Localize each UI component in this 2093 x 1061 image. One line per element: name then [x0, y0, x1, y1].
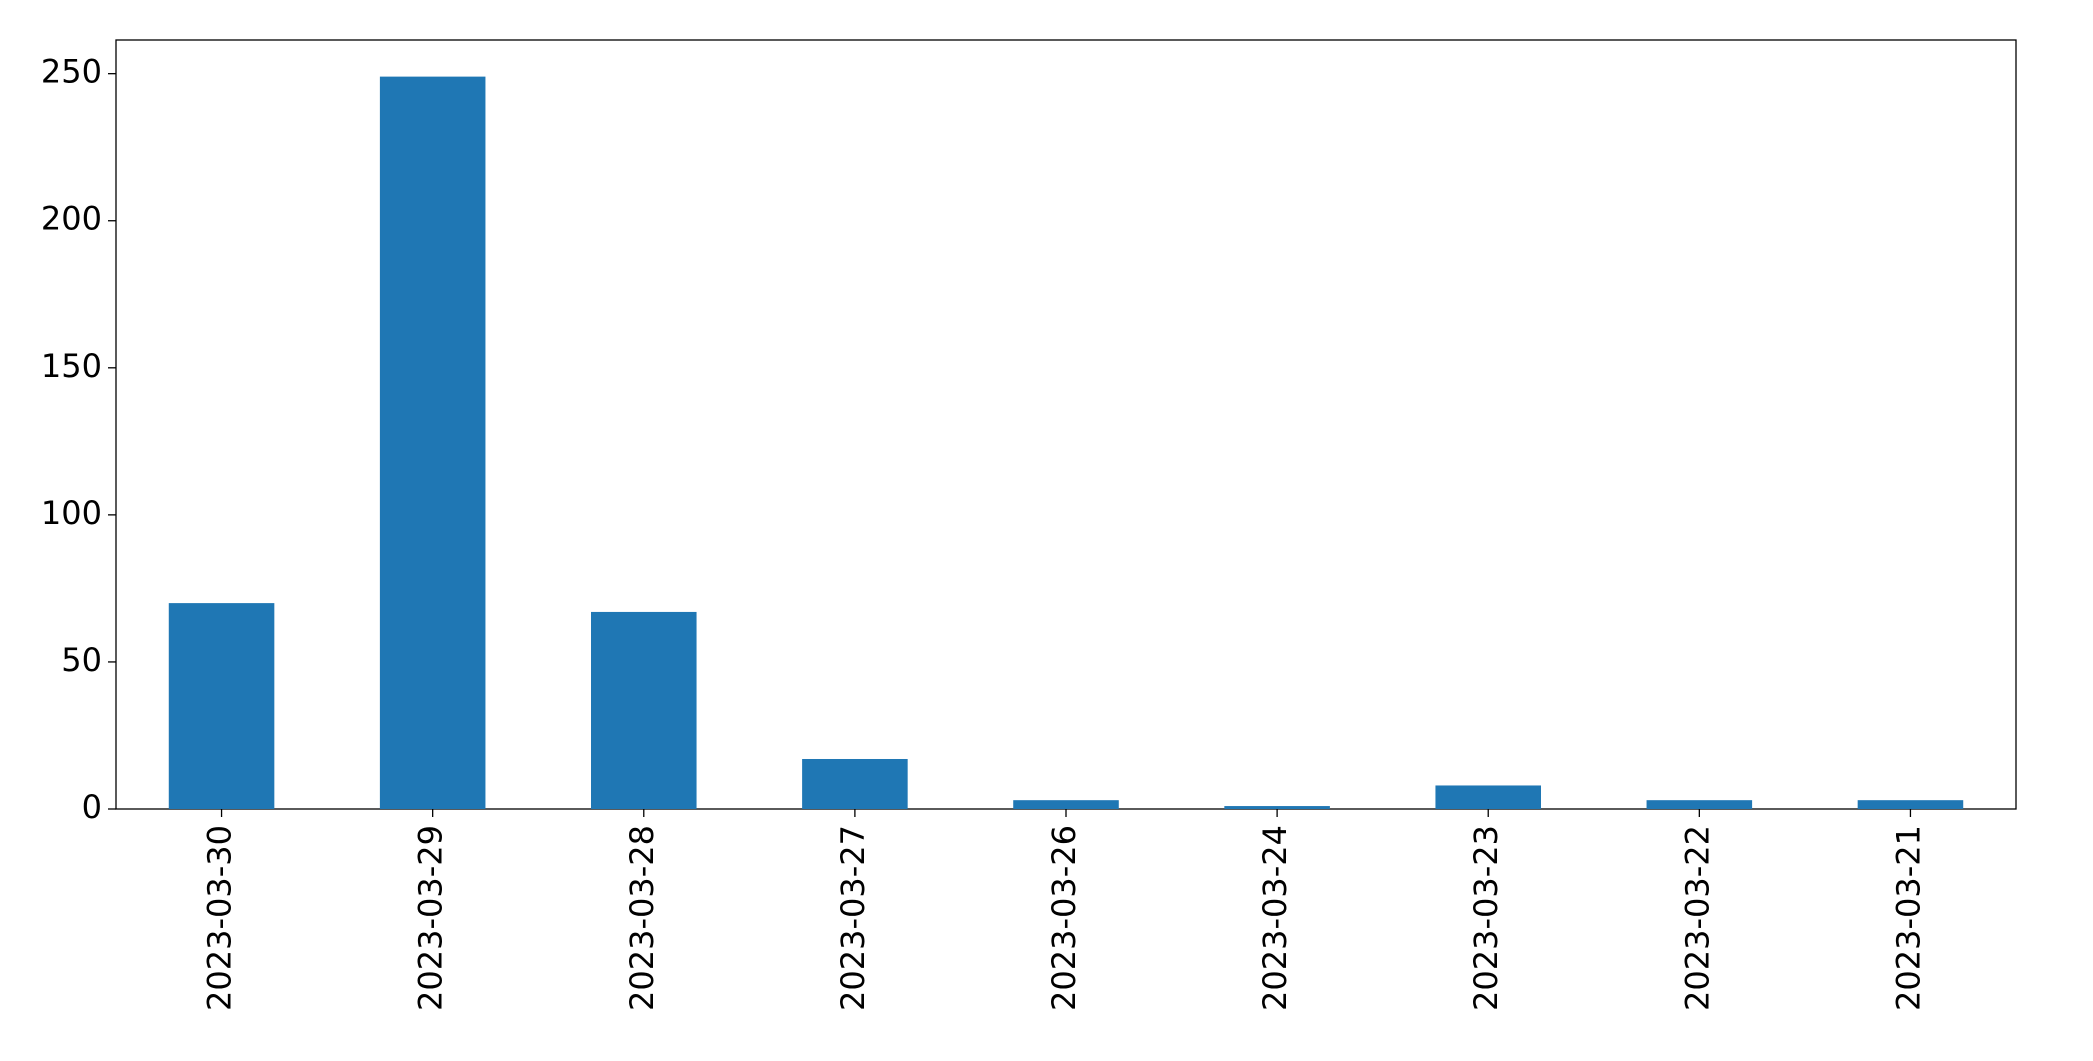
x-tick-label: 2023-03-21 [1889, 825, 1927, 1011]
y-tick-label: 150 [41, 347, 102, 385]
x-tick-label: 2023-03-27 [834, 825, 872, 1011]
x-tick-label: 2023-03-28 [623, 825, 661, 1011]
y-tick-label: 0 [82, 788, 102, 826]
x-tick-label: 2023-03-24 [1256, 825, 1294, 1011]
bar [1646, 800, 1753, 809]
y-tick-label: 50 [61, 641, 102, 679]
bar [1013, 800, 1119, 809]
x-tick-label: 2023-03-30 [201, 825, 239, 1011]
x-tick-label: 2023-03-29 [412, 825, 450, 1011]
y-tick-label: 250 [41, 53, 102, 91]
y-tick-label: 200 [41, 200, 102, 238]
bar [1435, 785, 1541, 809]
bar [168, 603, 275, 809]
bar [591, 611, 697, 809]
y-tick-label: 100 [41, 494, 102, 532]
x-tick-label: 2023-03-23 [1467, 825, 1505, 1011]
bar [1857, 800, 1964, 809]
bar [802, 758, 908, 809]
bar [1224, 806, 1330, 809]
x-tick-label: 2023-03-26 [1045, 825, 1083, 1011]
bar [379, 76, 486, 810]
x-tick-label: 2023-03-22 [1678, 825, 1716, 1011]
